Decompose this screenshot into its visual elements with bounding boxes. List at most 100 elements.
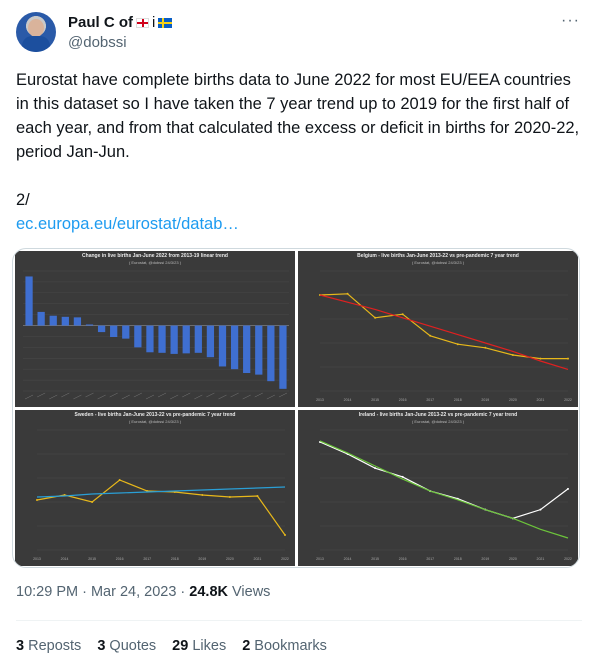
more-options-icon[interactable]: ··· [561, 12, 580, 29]
data-point [539, 357, 542, 360]
bar [49, 315, 57, 326]
author-name-suffix: i [152, 14, 156, 31]
data-point [567, 357, 569, 360]
views-label: Views [227, 584, 271, 600]
chart-title: Sweden - live births Jan-June 2013-22 vs… [74, 412, 236, 418]
tick-label [194, 394, 203, 400]
avatar[interactable] [16, 12, 56, 52]
stat-quotes[interactable]: 3 Quotes [97, 638, 157, 654]
data-point [456, 343, 459, 346]
x-tick-label: 2013 [316, 398, 324, 402]
series-line [36, 486, 286, 498]
x-tick-label: 2021 [537, 557, 545, 561]
series-line [319, 293, 568, 360]
timestamp[interactable]: 10:29 PM · Mar 24, 2023 · [16, 584, 190, 600]
tick-label [278, 392, 288, 398]
chart-subtitle: ( Eurostat, @dobssi 24/3/23 ) [128, 260, 182, 265]
tick-label [133, 392, 142, 398]
x-tick-label: 2019 [481, 398, 489, 402]
tick-label [218, 394, 227, 400]
chart-panel-ireland[interactable]: Ireland - live births Jan-June 2013-22 v… [298, 410, 578, 566]
stat-reposts[interactable]: 3 Reposts [16, 638, 82, 654]
bar [218, 325, 227, 367]
x-tick-label: 2016 [116, 557, 124, 561]
x-tick-label: 2022 [564, 398, 572, 402]
tick-label [109, 392, 118, 398]
bar-chart [23, 270, 289, 400]
tick-label [242, 394, 251, 400]
line-chart: 2013 2014 2015 2016 2017 2018 2019 2020 2021 2022 [316, 270, 572, 402]
stat-count: 3 [16, 638, 25, 654]
stat-bookmarks[interactable]: 2 Bookmarks [242, 638, 327, 654]
tick-label [157, 392, 167, 398]
stat-count: 29 [172, 638, 189, 654]
tick-label [206, 392, 215, 398]
author-handle[interactable]: @dobssi [68, 34, 127, 51]
chart-title: Change in live births Jan-June 2022 from… [82, 253, 228, 259]
data-point [567, 487, 569, 490]
tick-label [97, 394, 106, 400]
x-tick-label: 2017 [426, 557, 434, 561]
x-tick-label: 2013 [316, 557, 324, 561]
x-tick-label: 2019 [198, 557, 206, 561]
x-tick-label: 2013 [33, 557, 41, 561]
tweet-link[interactable]: ec.europa.eu/eurostat/datab… [16, 215, 239, 233]
x-tick-label: 2014 [61, 557, 69, 561]
data-point [511, 354, 514, 356]
bar [170, 325, 178, 354]
bar [110, 325, 118, 337]
tweet-meta: 10:29 PM · Mar 24, 2023 · 24.8K Views [16, 584, 270, 600]
x-tick-label: 2021 [254, 557, 262, 561]
bar [146, 325, 154, 353]
author-name-text: Paul C of [68, 14, 134, 31]
x-tick-label: 2018 [454, 557, 462, 561]
x-tick-label: 2014 [344, 398, 352, 402]
bar [182, 325, 190, 354]
data-point [201, 494, 204, 496]
bar [85, 324, 94, 326]
tick-label [182, 392, 191, 398]
stat-count: 3 [97, 638, 106, 654]
engagement-stats: 3 Reposts 3 Quotes 29 Likes 2 Bookmarks [16, 638, 327, 654]
sweden-flag-icon [158, 17, 173, 28]
chart-title: Belgium - live births Jan-June 2013-22 v… [357, 253, 519, 259]
series-line [319, 441, 569, 519]
x-tick-label: 2016 [399, 398, 407, 402]
data-point [228, 496, 231, 498]
series-line [319, 294, 569, 370]
chart-panel-sweden[interactable]: Sweden - live births Jan-June 2013-22 vs… [15, 410, 295, 566]
tick-label [37, 392, 46, 398]
chart-panel-belgium[interactable]: Belgium - live births Jan-June 2013-22 v… [298, 251, 578, 407]
x-tick-label: 2014 [344, 557, 352, 561]
tick-label [85, 392, 94, 398]
author-name[interactable]: Paul C of i [68, 14, 173, 31]
avatar-face [28, 19, 44, 37]
tick-label [61, 392, 70, 398]
views-count: 24.8K [189, 584, 228, 600]
bar [230, 325, 239, 370]
bar [61, 316, 69, 326]
divider [16, 620, 582, 621]
data-point [346, 292, 349, 295]
x-tick-label: 2019 [481, 557, 489, 561]
media-grid[interactable]: Change in live births Jan-June 2022 from… [12, 248, 580, 568]
bar [134, 325, 142, 348]
data-point [484, 346, 487, 349]
data-point [429, 334, 432, 337]
tweet-body: Eurostat have complete births data to Ju… [16, 68, 582, 236]
bar [255, 325, 263, 375]
x-tick-label: 2017 [143, 557, 151, 561]
bar [37, 311, 45, 326]
data-point [401, 313, 404, 316]
england-flag-icon [136, 17, 150, 28]
stat-likes[interactable]: 29 Likes [172, 638, 227, 654]
tick-label [49, 394, 58, 400]
x-tick-label: 2015 [371, 398, 379, 402]
stat-count: 2 [242, 638, 251, 654]
bar [194, 325, 202, 353]
chart-panel-bar[interactable]: Change in live births Jan-June 2022 from… [15, 251, 295, 407]
data-point [374, 467, 377, 470]
tick-label [254, 392, 263, 398]
data-point [539, 508, 542, 511]
tweet-footnote: 2/ [16, 191, 30, 209]
